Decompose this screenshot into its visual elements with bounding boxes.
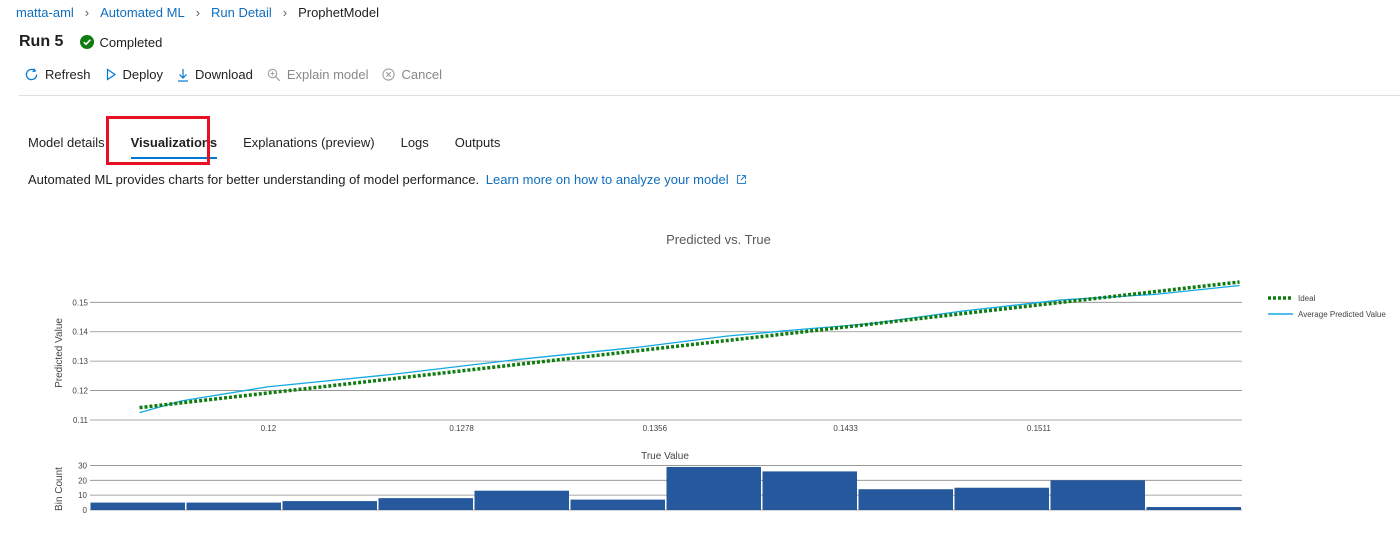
x-tick-label: 0.1511 [1027,424,1051,433]
status-text: Completed [99,34,163,50]
histogram-bar [570,499,665,510]
y-tick-label: 0.11 [73,416,89,425]
y-tick-label: 0.12 [72,387,88,396]
bin-count-axis-label: Bin Count [54,467,65,511]
download-button[interactable]: Download [177,67,253,82]
x-axis-label: True Value [641,451,689,462]
description: Automated ML provides charts for better … [28,172,747,187]
deploy-label: Deploy [122,67,163,82]
check-circle-icon [80,35,95,49]
chevron-right-icon: › [84,4,90,20]
histogram-bar [762,471,857,510]
histogram-bar [282,501,377,510]
refresh-button[interactable]: Refresh [24,67,91,82]
chevron-right-icon: › [282,4,288,20]
breadcrumb-automated-ml-link[interactable]: Automated ML [100,4,185,20]
legend-label: Average Predicted Value [1298,310,1386,319]
explain-model-label: Explain model [286,67,369,82]
histogram-bar [858,489,953,510]
chevron-right-icon: › [195,4,201,20]
download-icon [178,68,188,82]
x-tick-label: 0.1433 [833,424,858,433]
breadcrumb: matta-aml › Automated ML › Run Detail › … [16,3,379,21]
bar-y-tick-label: 20 [78,476,87,485]
histogram-bar [1146,507,1241,510]
x-tick-label: 0.12 [261,424,277,433]
histogram-bar [90,502,185,510]
histogram-bar [666,466,761,510]
learn-more-link[interactable]: Learn more on how to analyze your model [485,172,729,187]
y-axis-label: Predicted Value [54,318,65,388]
page-title: Run 5 [19,33,64,50]
tab-explanations[interactable]: Explanations (preview) [243,134,375,150]
explain-model-button[interactable]: Explain model [267,67,369,82]
bar-y-tick-label: 30 [78,461,87,470]
y-tick-label: 0.15 [72,298,88,307]
breadcrumb-run-detail-link[interactable]: Run Detail [211,4,272,20]
y-tick-label: 0.14 [72,328,88,337]
bar-y-tick-label: 0 [83,506,88,515]
breadcrumb-current: ProphetModel [298,4,380,20]
x-tick-label: 0.1278 [449,424,474,433]
tab-bar: Model details Visualizations Explanation… [28,130,526,159]
search-icon [267,68,281,81]
histogram-bar [474,490,569,510]
deploy-button[interactable]: Deploy [105,67,163,82]
histogram-bar [1050,480,1145,510]
x-tick-label: 0.1356 [643,424,668,433]
breadcrumb-workspace-link[interactable]: matta-aml [16,4,74,20]
legend-label: Ideal [1298,294,1316,303]
status-badge: Completed [80,35,162,50]
cancel-icon [382,68,396,81]
toolbar-divider [19,95,1400,96]
tab-visualizations[interactable]: Visualizations [130,134,218,159]
description-text: Automated ML provides charts for better … [28,172,480,187]
chart-title: Predicted vs. True [666,232,771,247]
bar-y-tick-label: 10 [78,491,87,500]
tab-model-details[interactable]: Model details [28,134,105,150]
average-predicted-line [139,284,1240,414]
external-link-icon[interactable] [737,175,747,184]
y-tick-label: 0.13 [72,357,88,366]
histogram-bar [186,502,281,510]
cancel-label: Cancel [401,67,442,82]
refresh-icon [25,68,38,81]
refresh-label: Refresh [45,67,91,82]
run-header: Run 5 Completed [19,33,162,51]
tab-outputs[interactable]: Outputs [454,134,501,150]
ideal-line [139,280,1240,410]
tab-logs[interactable]: Logs [400,134,429,150]
cancel-button[interactable]: Cancel [382,67,442,82]
histogram-bar [378,498,473,510]
download-label: Download [195,67,253,82]
play-icon [106,68,116,81]
histogram-bar [954,487,1049,510]
toolbar: Refresh Deploy Download Explain model Ca… [24,67,456,82]
